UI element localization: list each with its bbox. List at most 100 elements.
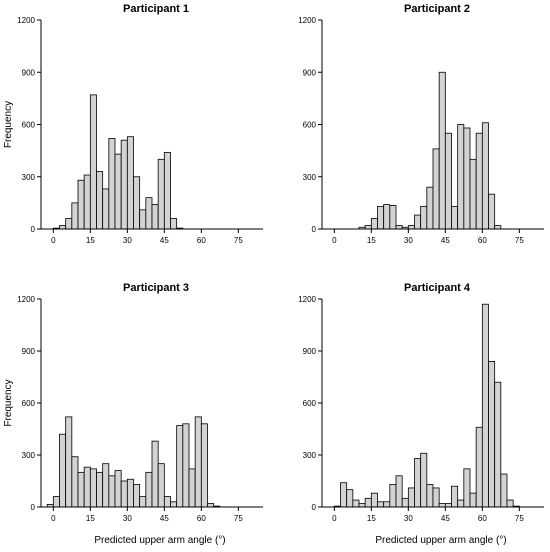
x-tick-label: 60 [197,236,206,245]
histogram-bar [383,204,391,230]
x-tick-label: 60 [197,514,206,523]
panel-4: Participant 4 0 300 600 900 1200 0 15 30 45 60 75 Pr… [298,282,544,546]
histogram-bar [432,148,440,230]
x-tick-label: 45 [441,236,450,245]
y-tick-label: 0 [31,225,36,234]
y-tick-label: 1200 [17,16,35,25]
y-tick-label: 300 [303,173,317,182]
panel-1: Participant 1 0 300 600 900 1200 0 15 30 45 60 75 Fr… [3,3,263,245]
histogram-bar [438,71,446,230]
y-tick-label: 1200 [298,16,316,25]
x-tick-label: 60 [478,236,487,245]
histogram-bar [377,205,385,230]
histogram-bar [420,205,428,230]
x-axis-label: Predicted upper arm angle (°) [375,535,506,546]
histogram-bar [438,503,446,508]
histogram-bar [65,416,73,508]
x-tick-label: 15 [86,514,95,523]
y-tick-label: 600 [22,399,36,408]
panel-2: Participant 2 0 300 600 900 1200 0 15 30 45 60 75 [298,3,544,245]
histogram-bar [145,471,153,508]
histogram-bar [389,484,397,508]
y-tick-label: 900 [22,68,36,77]
histogram-bar [346,489,354,508]
histogram-bar [145,197,153,230]
histogram-bar [432,487,440,508]
histogram-bar [151,440,159,508]
histogram-bar [133,484,141,508]
histogram-bar [469,158,477,230]
histogram-bar [108,475,116,508]
histogram-bar [120,480,128,508]
histogram-bar [383,501,391,508]
histogram-bar [494,381,502,508]
histogram-bar [163,496,171,508]
histogram-bar [176,425,184,508]
histogram-bar [488,193,496,230]
x-tick-label: 30 [404,514,413,523]
histogram-bar [114,470,122,508]
y-tick-label: 900 [22,347,36,356]
y-tick-label: 600 [22,121,36,130]
histogram-bar [457,124,465,230]
y-tick-label: 1200 [298,295,316,304]
x-tick-label: 0 [332,236,337,245]
x-tick-label: 15 [367,236,376,245]
y-tick-label: 600 [303,399,317,408]
y-tick-label: 900 [303,68,317,77]
histogram-bar [352,499,360,508]
histogram-bar [364,225,372,230]
histogram-bar [83,174,91,230]
histogram-bar [469,492,477,508]
histogram-bar [451,205,459,230]
histogram-bar [133,176,141,230]
histogram-bar [475,132,483,230]
x-tick-label: 0 [51,236,56,245]
histogram-bar [506,499,514,508]
x-tick-label: 30 [123,236,132,245]
panel-title: Participant 3 [123,282,189,294]
histogram-bar [96,471,104,508]
histogram-bar [463,468,471,508]
histogram-bar [151,204,159,230]
histogram-bar [52,496,60,508]
y-tick-label: 300 [303,451,317,460]
histogram-bar [414,458,422,508]
x-axis-label: Predicted upper arm angle (°) [94,535,225,546]
histogram-bar [451,485,459,508]
x-tick-label: 0 [332,514,337,523]
histogram-bar [120,139,128,230]
histogram-bar [370,218,378,230]
histogram-bar [488,360,496,508]
histogram-bar [207,503,215,508]
histogram-bar [401,497,409,508]
histogram-bar [444,132,452,230]
histogram-bar [126,478,134,508]
histogram-bar [188,468,196,508]
panel-3: Participant 3 0 300 600 900 1200 0 15 30 45 60 75 Fr… [3,282,263,546]
y-tick-label: 300 [22,451,36,460]
histogram-bar [114,153,122,230]
histogram-bar [170,218,178,230]
histogram-bar [457,499,465,508]
histogram-bar [65,218,73,230]
histogram-bar [89,468,97,508]
y-tick-label: 300 [22,173,36,182]
histogram-bar [170,501,178,508]
x-tick-label: 15 [367,514,376,523]
histogram-bar [395,475,403,508]
histogram-bar [194,416,202,508]
y-tick-label: 900 [303,347,317,356]
y-tick-label: 0 [31,503,36,512]
x-tick-label: 75 [515,236,524,245]
histogram-bar [340,482,348,508]
histogram-bar [77,471,85,508]
histogram-bar [444,503,452,508]
histogram-bar [157,158,165,230]
histogram-bar [71,202,79,230]
histogram-bar [358,503,366,508]
histogram-bar [463,127,471,230]
histogram-bar [59,433,67,508]
x-tick-label: 45 [441,514,450,523]
